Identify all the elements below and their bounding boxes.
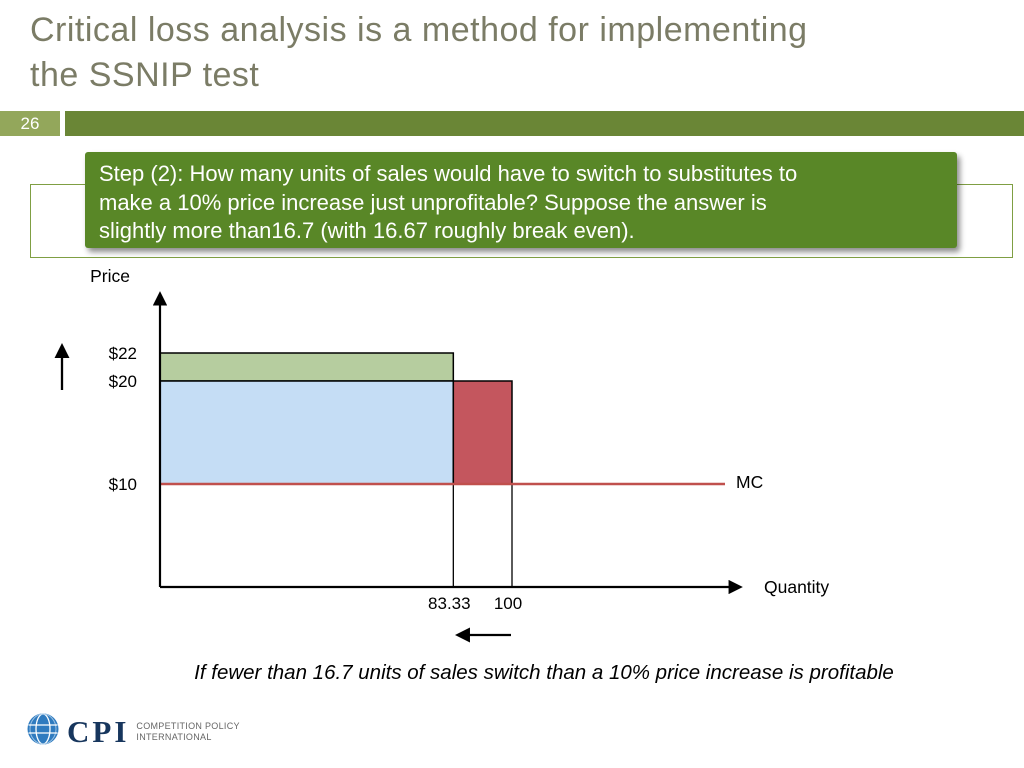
footnote: If fewer than 16.7 units of sales switch… xyxy=(194,661,894,684)
logo-text: CPI xyxy=(67,713,130,749)
callout-line-1: Step (2): How many units of sales would … xyxy=(99,161,798,186)
price-quantity-chart: MC Price Quantity $22 $20 $10 83.33 100 xyxy=(54,266,829,643)
header-bar xyxy=(65,111,1024,136)
page-title: Critical loss analysis is a method for i… xyxy=(30,8,1010,98)
title-line-1: Critical loss analysis is a method for i… xyxy=(30,11,808,49)
critical-loss-rect xyxy=(452,380,513,485)
x-tick-label: 83.33 xyxy=(428,594,471,613)
page-number-badge: 26 xyxy=(0,111,60,136)
logo-tagline: COMPETITION POLICY INTERNATIONAL xyxy=(136,721,239,743)
retained-margin-rect xyxy=(159,380,455,485)
y-tick-label: $20 xyxy=(109,372,137,391)
y-tick-label: $10 xyxy=(109,475,137,494)
globe-icon xyxy=(26,712,60,751)
mc-label: MC xyxy=(736,472,763,492)
step-callout: Step (2): How many units of sales would … xyxy=(85,152,957,248)
tagline-line-1: COMPETITION POLICY xyxy=(136,720,240,731)
cpi-logo: CPI COMPETITION POLICY INTERNATIONAL xyxy=(26,712,240,751)
x-tick-label: 100 xyxy=(494,594,522,613)
tagline-line-2: INTERNATIONAL xyxy=(136,731,212,742)
callout-line-2: make a 10% price increase just unprofita… xyxy=(99,189,767,215)
title-line-2: the SSNIP test xyxy=(30,56,260,94)
price-increase-gain-rect xyxy=(159,352,455,382)
y-tick-label: $22 xyxy=(109,344,137,363)
y-axis-label: Price xyxy=(90,266,130,286)
callout-line-3: slightly more than16.7 (with 16.67 rough… xyxy=(99,218,635,243)
x-axis-label: Quantity xyxy=(764,577,829,597)
